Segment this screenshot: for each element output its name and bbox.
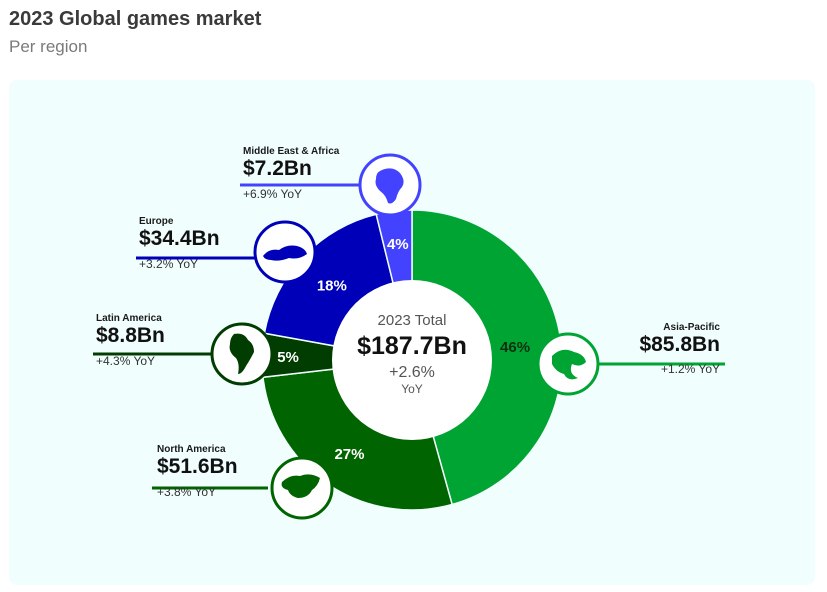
europe-map-icon	[253, 220, 317, 284]
region-name: Middle East & Africa	[243, 146, 340, 157]
region-yoy: +6.9% YoY	[243, 187, 303, 202]
total-value: $187.7Bn	[357, 332, 467, 360]
north-america-map-icon	[270, 456, 334, 520]
region-label-north-america: North America $51.6Bn +3.8% YoY	[157, 444, 238, 499]
region-label-middle-east-africa: Middle East & Africa $7.2Bn +6.9% YoY	[243, 146, 339, 201]
region-label-asia-pacific: Asia-Pacific $85.8Bn +1.2% YoY	[639, 322, 720, 376]
region-yoy: +3.2% YoY	[139, 257, 199, 272]
region-value: $51.6Bn	[157, 455, 238, 478]
region-value: $8.8Bn	[96, 324, 165, 347]
region-value: $34.4Bn	[139, 227, 220, 250]
percent-label: 46%	[500, 339, 530, 356]
total-label: 2023 Total	[377, 312, 447, 329]
chart-subtitle: Per region	[9, 37, 88, 56]
region-label-europe: Europe $34.4Bn +3.2% YoY	[139, 216, 220, 271]
total-summary: 2023 Total $187.7Bn +2.6% YoY	[332, 312, 492, 396]
region-value: $85.8Bn	[639, 333, 720, 356]
middle-east-africa-map-icon	[358, 153, 422, 217]
percent-label: 27%	[334, 446, 364, 463]
region-name: Asia-Pacific	[663, 322, 720, 333]
region-yoy: +4.3% YoY	[96, 354, 156, 369]
asia-pacific-map-icon	[536, 332, 600, 396]
chart-title: 2023 Global games market	[9, 8, 262, 30]
region-label-latin-america: Latin America $8.8Bn +4.3% YoY	[96, 313, 165, 368]
region-yoy: +3.8% YoY	[157, 485, 217, 500]
region-yoy: +1.2% YoY	[660, 362, 720, 377]
donut-hole	[332, 280, 492, 440]
percent-label: 5%	[277, 349, 299, 366]
total-growth-unit: YoY	[401, 382, 423, 396]
total-growth: +2.6%	[389, 364, 435, 381]
region-name: Latin America	[96, 313, 162, 324]
percent-label: 18%	[317, 278, 347, 295]
percent-label: 4%	[387, 236, 409, 253]
region-name: North America	[157, 444, 226, 455]
latin-america-map-icon	[210, 322, 274, 386]
region-value: $7.2Bn	[243, 157, 312, 180]
region-name: Europe	[139, 216, 174, 227]
